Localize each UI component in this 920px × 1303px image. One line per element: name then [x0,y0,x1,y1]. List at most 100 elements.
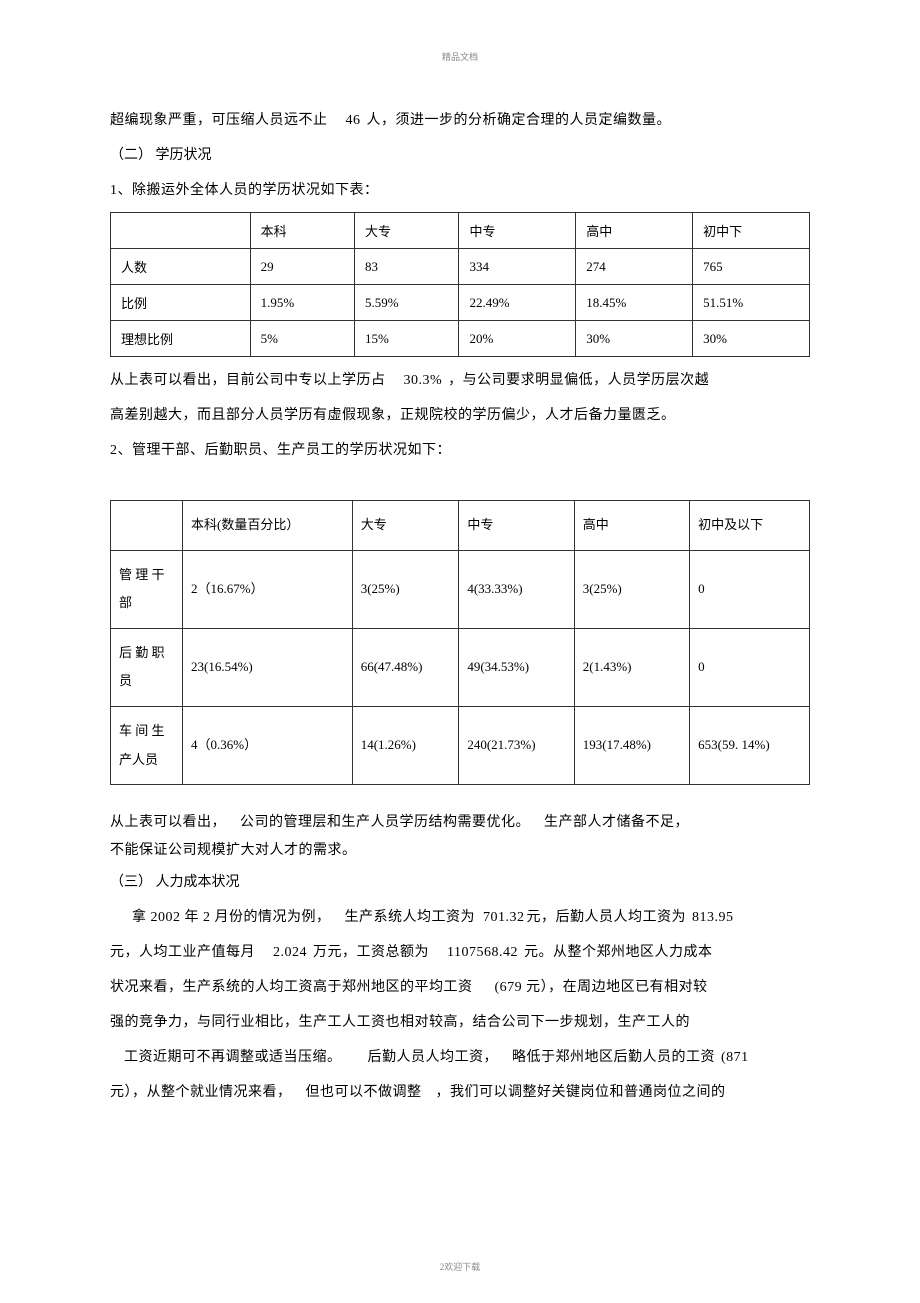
table-cell: 66(47.48%) [352,628,459,706]
spacer [110,468,810,496]
table-cell: 3(25%) [574,550,689,628]
table-cell: 334 [459,249,576,285]
table-cell: 274 [576,249,693,285]
table-cell: 中专 [459,501,574,551]
paragraph-cost-2: 元，人均工业产值每月 2.024 万元，工资总额为 1107568.42 元。从整个郑州… [110,935,810,970]
table-cell: 30% [576,321,693,357]
number: 30.3% [404,373,443,388]
text: 拿 2002 年 2 月份的情况为例， [132,910,331,925]
text: 元），从整个就业情况来看， [110,1085,292,1100]
section-education-title: （二） 学历状况 [110,138,810,173]
text: 工资近期可不再调整或适当压缩。 [124,1050,342,1065]
table-cell: 5% [250,321,354,357]
table1-intro: 1、除搬运外全体人员的学历状况如下表： [110,173,810,208]
table-cell: 0 [690,550,810,628]
text: 从上表可以看出，目前公司中专以上学历占 [110,373,386,388]
paragraph-cost-4: 强的竞争力，与同行业相比，生产工人工资也相对较高，结合公司下一步规划，生产工人的 [110,1005,810,1040]
table-cell: 2(1.43%) [574,628,689,706]
text: 元。从整个郑州地区人力成本 [524,945,713,960]
education-table-by-role: 本科(数量百分比） 大专 中专 高中 初中及以下 管 理 干部 2（16.67%… [110,500,810,785]
table-cell: 人数 [111,249,251,285]
table-cell: 30% [693,321,810,357]
table-cell: 83 [355,249,459,285]
text: 生产系统人均工资为 [345,910,476,925]
table-cell: 5.59% [355,285,459,321]
text: 生产部人才储备不足， [544,815,689,830]
table-cell: 765 [693,249,810,285]
text: 但也可以不做调整 [306,1085,422,1100]
table-cell [111,501,183,551]
table-cell: 18.45% [576,285,693,321]
paragraph-cost-3: 状况来看，生产系统的人均工资高于郑州地区的平均工资(679元），在周边地区已有相… [110,970,810,1005]
number: 46 [346,113,361,128]
table-row: 后 勤 职员 23(16.54%) 66(47.48%) 49(34.53%) … [111,628,810,706]
table-cell: 高中 [576,213,693,249]
table-cell: 22.49% [459,285,576,321]
section-cost-title: （三） 人力成本状况 [110,865,810,900]
number: 2.024 [273,945,307,960]
table-cell: 49(34.53%) [459,628,574,706]
table-cell: 20% [459,321,576,357]
paragraph-cost-1: 拿 2002 年 2 月份的情况为例， 生产系统人均工资为 701.32元，后勤人员… [110,900,810,935]
table-cell: 4（0.36%） [183,706,353,784]
number: 813.95 [692,910,734,925]
table-cell: 初中及以下 [690,501,810,551]
text: ，我们可以调整好关键岗位和普通岗位之间的 [436,1085,726,1100]
table-cell: 193(17.48%) [574,706,689,784]
table-cell: 3(25%) [352,550,459,628]
number: 1107568.42 [447,945,518,960]
table-cell: 后 勤 职员 [111,628,183,706]
text: 从上表可以看出， [110,815,226,830]
table-row: 比例 1.95% 5.59% 22.49% 18.45% 51.51% [111,285,810,321]
table-cell: 29 [250,249,354,285]
text: 万元，工资总额为 [313,945,429,960]
table-cell: 理想比例 [111,321,251,357]
table-cell: 15% [355,321,459,357]
text: 公司的管理层和生产人员学历结构需要优化。 [240,815,530,830]
text: 元，后勤人员人均工资为 [527,910,687,925]
paragraph-table2-analysis: 从上表可以看出， 公司的管理层和生产人员学历结构需要优化。生产部人才储备不足， [110,809,810,837]
table-row: 管 理 干部 2（16.67%） 3(25%) 4(33.33%) 3(25%)… [111,550,810,628]
text: ，与公司要求明显偏低，人员学历层次越 [448,373,709,388]
number: (871 [721,1050,749,1065]
table-cell: 0 [690,628,810,706]
table-cell: 大专 [352,501,459,551]
table-row: 车 间 生产人员 4（0.36%） 14(1.26%) 240(21.73%) … [111,706,810,784]
paragraph-cost-5: 工资近期可不再调整或适当压缩。 后勤人员人均工资， 略低于郑州地区后勤人员的工资 (8… [110,1040,810,1075]
paragraph-overstaff: 超编现象严重，可压缩人员远不止46人，须进一步的分析确定合理的人员定编数量。 [110,103,810,138]
table-cell: 2（16.67%） [183,550,353,628]
text: 元），在周边地区已有相对较 [526,980,708,995]
table-cell: 51.51% [693,285,810,321]
table-cell: 4(33.33%) [459,550,574,628]
table-cell: 14(1.26%) [352,706,459,784]
table-cell: 本科 [250,213,354,249]
table-cell: 23(16.54%) [183,628,353,706]
table-cell: 车 间 生产人员 [111,706,183,784]
text: 后勤人员人均工资， [368,1050,499,1065]
table-cell: 大专 [355,213,459,249]
text: 状况来看，生产系统的人均工资高于郑州地区的平均工资 [110,980,473,995]
paragraph-table1-analysis2: 高差别越大，而且部分人员学历有虚假现象，正规院校的学历偏少，人才后备力量匮乏。 [110,398,810,433]
table-cell [111,213,251,249]
text: 元，人均工业产值每月 [110,945,255,960]
footer-watermark: 2欢迎下载 [0,1260,920,1273]
number: 701.32 [483,910,525,925]
table-cell: 初中下 [693,213,810,249]
paragraph-table1-analysis: 从上表可以看出，目前公司中专以上学历占 30.3% ，与公司要求明显偏低，人员学历层… [110,363,810,398]
education-table-all: 本科 大专 中专 高中 初中下 人数 29 83 334 274 765 比例 … [110,212,810,357]
table-cell: 管 理 干部 [111,550,183,628]
table-cell: 653(59. 14%) [690,706,810,784]
table-cell: 中专 [459,213,576,249]
table-row: 本科 大专 中专 高中 初中下 [111,213,810,249]
text: 超编现象严重，可压缩人员远不止 [110,113,328,128]
table-row: 理想比例 5% 15% 20% 30% 30% [111,321,810,357]
header-watermark: 精品文档 [110,50,810,63]
document-page: 精品文档 超编现象严重，可压缩人员远不止46人，须进一步的分析确定合理的人员定编… [0,0,920,1303]
table-cell: 1.95% [250,285,354,321]
table-cell: 比例 [111,285,251,321]
table-cell: 高中 [574,501,689,551]
table-cell: 240(21.73%) [459,706,574,784]
table-row: 本科(数量百分比） 大专 中专 高中 初中及以下 [111,501,810,551]
table2-intro: 2、管理干部、后勤职员、生产员工的学历状况如下： [110,433,810,468]
text: 略低于郑州地区后勤人员的工资 [512,1050,715,1065]
